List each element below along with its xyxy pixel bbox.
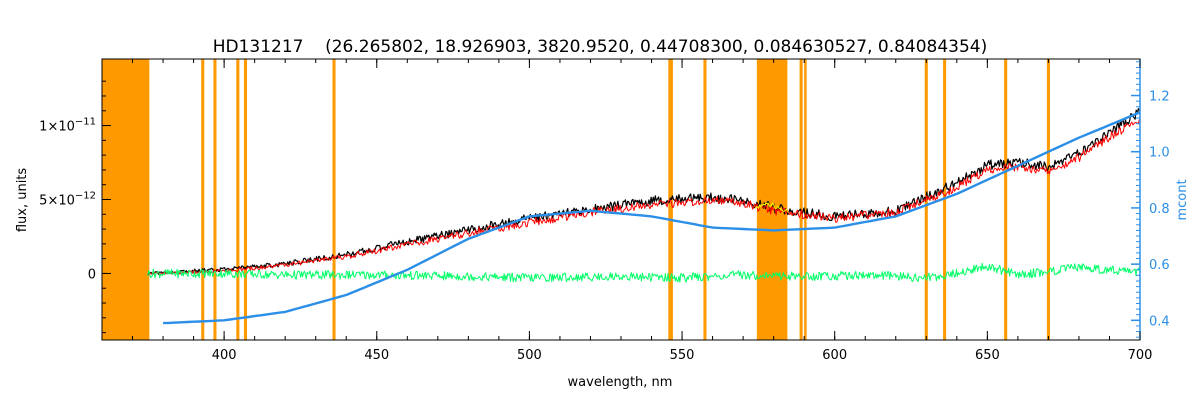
x-tick-label: 550 bbox=[670, 348, 695, 363]
masked-band-10 bbox=[804, 59, 807, 340]
y2-tick-label: 0.6 bbox=[1149, 258, 1170, 273]
chart-title: HD131217 (26.265802, 18.926903, 3820.952… bbox=[213, 37, 988, 57]
x-tick-label: 700 bbox=[1128, 348, 1153, 363]
masked-band-4 bbox=[243, 59, 248, 340]
series-line-2 bbox=[754, 202, 789, 213]
y2-tick-label: 0.8 bbox=[1149, 202, 1170, 217]
plot-border bbox=[101, 58, 1141, 341]
masked-band-2 bbox=[213, 59, 217, 340]
masked-band-14 bbox=[1046, 59, 1050, 340]
plot-frame bbox=[101, 58, 1141, 341]
series-line-1 bbox=[147, 119, 1140, 276]
y2-tick-label: 1.0 bbox=[1149, 146, 1170, 161]
masked-band-6 bbox=[668, 59, 673, 340]
masked-band-1 bbox=[201, 59, 205, 340]
y2-axis-ticks: 0.4 0.6 0.8 1.0 1.2 bbox=[1131, 61, 1170, 338]
y2-tick-label: 1.2 bbox=[1149, 90, 1170, 105]
x-tick-label: 600 bbox=[822, 348, 847, 363]
y2-tick-label: 0.4 bbox=[1149, 314, 1170, 329]
series-line-4 bbox=[163, 111, 1141, 325]
y-tick-label: 1×10−11 bbox=[39, 117, 96, 135]
series-line-3 bbox=[147, 262, 1141, 283]
x-tick-label: 650 bbox=[975, 348, 1000, 363]
masked-band-5 bbox=[332, 59, 336, 340]
masked-band-7 bbox=[703, 59, 707, 340]
masked-band-9 bbox=[799, 59, 803, 340]
series-line-0 bbox=[147, 108, 1140, 275]
y2-axis-label: mcont bbox=[1175, 179, 1190, 220]
x-tick-label: 400 bbox=[212, 348, 237, 363]
masked-band-13 bbox=[1004, 59, 1008, 340]
masked-band-8 bbox=[756, 59, 788, 340]
y-tick-label: 5×10−12 bbox=[39, 191, 96, 209]
y-axis-ticks: 0 5×10−12 1×10−11 bbox=[39, 80, 111, 334]
x-axis-ticks: 400 450 500 550 600 650 700 bbox=[101, 59, 1153, 363]
series-layer bbox=[147, 108, 1141, 325]
masked-bands bbox=[102, 59, 1050, 340]
x-axis-label: wavelength, nm bbox=[568, 375, 673, 390]
x-tick-label: 500 bbox=[517, 348, 542, 363]
x-tick-label: 450 bbox=[364, 348, 389, 363]
y-tick-label: 0 bbox=[88, 267, 96, 282]
masked-band-3 bbox=[236, 59, 240, 340]
y-axis-label: flux, units bbox=[15, 168, 30, 233]
